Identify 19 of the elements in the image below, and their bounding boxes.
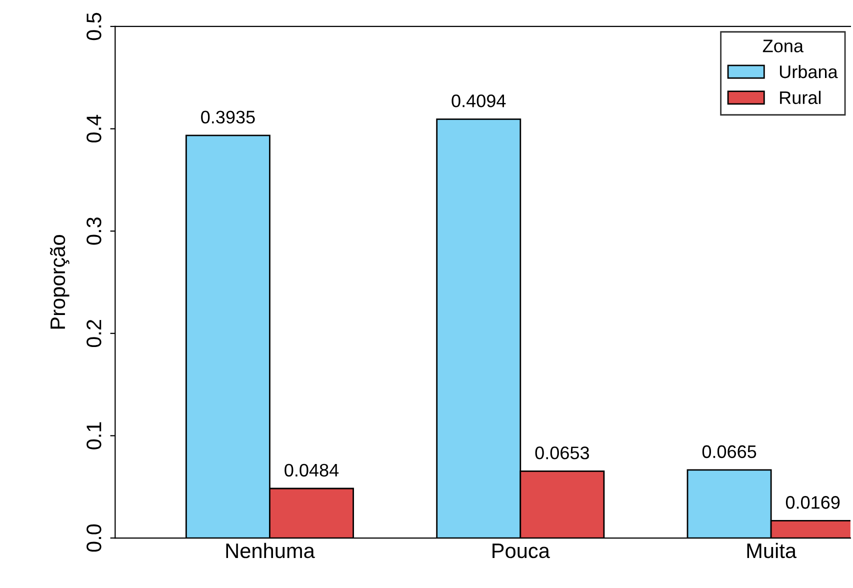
data-label: 0.0653 [535, 446, 589, 460]
y-tick-label: 0.4 [86, 114, 102, 142]
x-tick-label: Muita [747, 542, 797, 558]
data-label: 0.3935 [201, 110, 255, 124]
data-label: 0.0665 [702, 445, 756, 458]
x-tick-label: Nenhuma [226, 542, 315, 558]
y-tick-label: 0.0 [86, 524, 102, 552]
y-tick-label: 0.5 [86, 12, 102, 40]
data-label: 0.0484 [284, 464, 339, 477]
data-label: 0.0169 [786, 496, 840, 509]
y-tick-label: 0.3 [86, 218, 102, 245]
data-label: 0.4094 [452, 94, 506, 108]
y-tick-label: 0.1 [86, 422, 102, 450]
y-tick-label: 0.2 [86, 320, 102, 348]
legend-title: Zona [762, 40, 804, 52]
x-tick-label: Pouca [492, 544, 550, 558]
legend-label: Rural [780, 90, 821, 104]
y-axis-title: Proporção [50, 235, 70, 329]
legend-label: Urbana [780, 64, 838, 78]
